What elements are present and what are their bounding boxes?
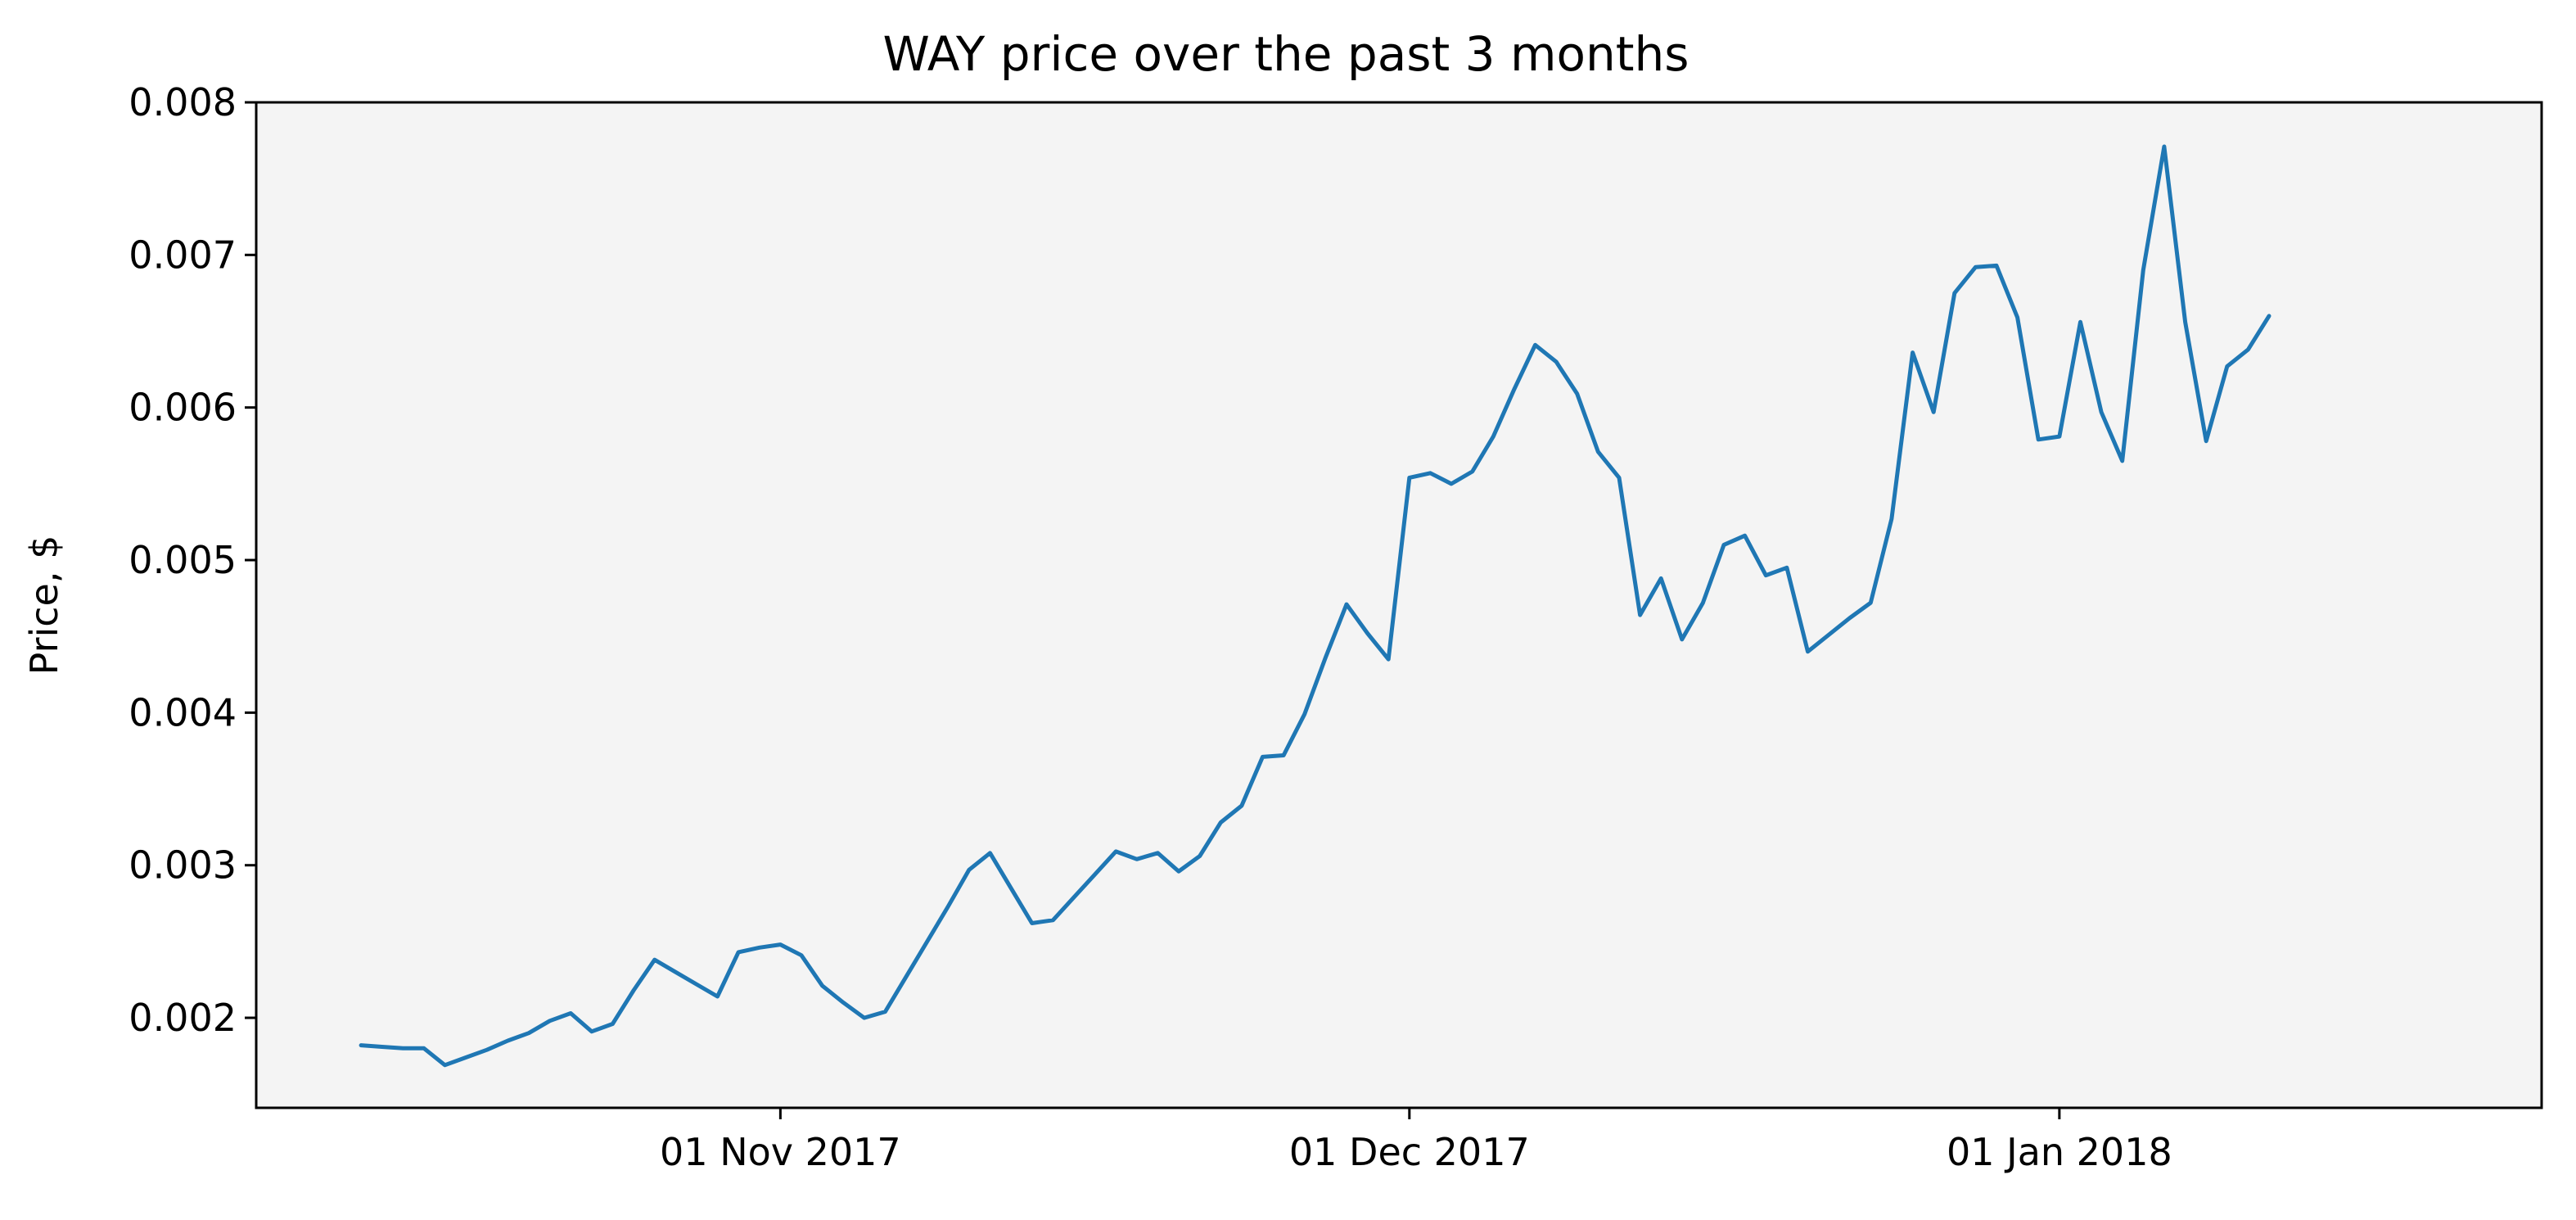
y-tick-label: 0.007 <box>129 233 237 277</box>
y-axis-label: Price, $ <box>22 535 66 676</box>
price-series-line <box>359 144 2271 1068</box>
y-tick-label: 0.005 <box>129 538 237 582</box>
y-axis: 0.002 0.003 0.004 0.005 0.006 0.007 0.008 <box>129 80 256 1040</box>
y-tick-label: 0.002 <box>129 996 237 1040</box>
chart-title: WAY price over the past 3 months <box>883 26 1690 82</box>
plot-area <box>255 101 2543 1109</box>
series-layer <box>359 144 2271 1068</box>
y-tick-label: 0.006 <box>129 386 237 430</box>
x-tick-label: 01 Jan 2018 <box>1947 1130 2172 1174</box>
y-tick-label: 0.004 <box>129 690 237 734</box>
y-tick-label: 0.008 <box>129 80 237 124</box>
x-axis: 01 Nov 2017 01 Dec 2017 01 Jan 2018 <box>660 1108 2172 1174</box>
y-tick-label: 0.003 <box>129 843 237 888</box>
x-tick-label: 01 Nov 2017 <box>660 1130 901 1174</box>
x-tick-label: 01 Dec 2017 <box>1289 1130 1530 1174</box>
